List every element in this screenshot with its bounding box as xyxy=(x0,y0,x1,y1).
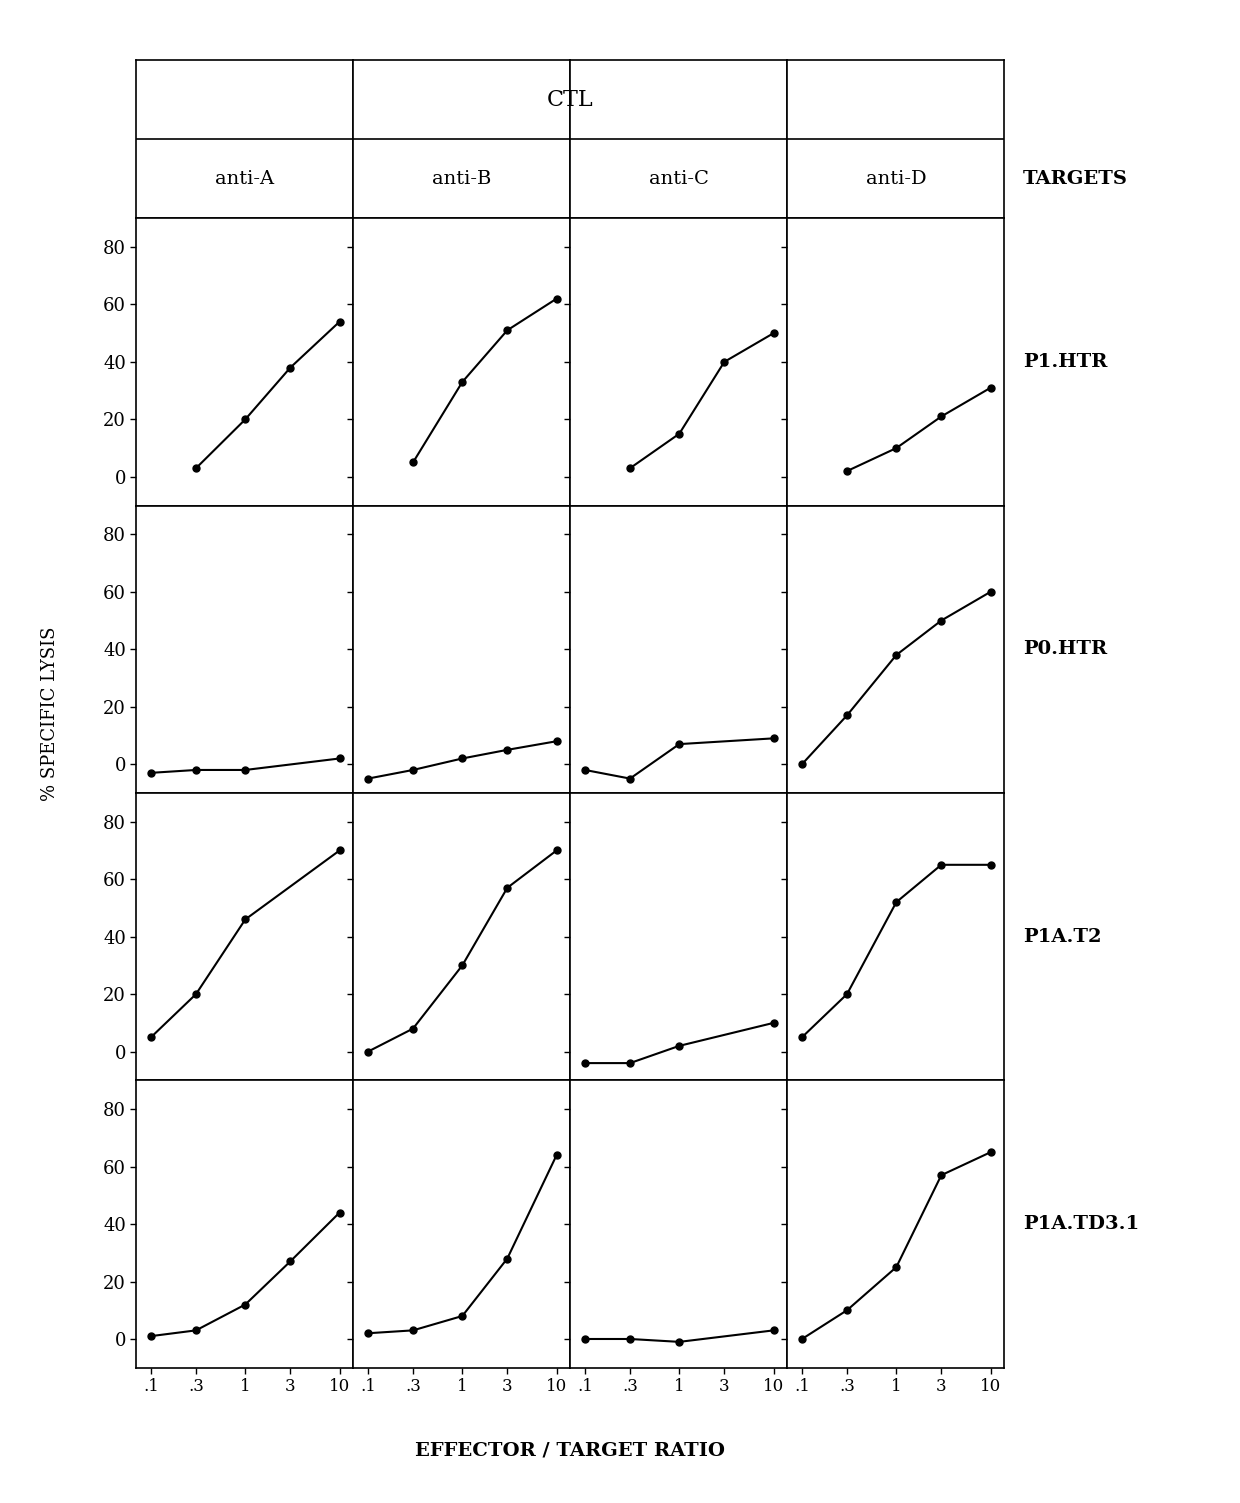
Text: anti-D: anti-D xyxy=(866,170,926,188)
Text: anti-C: anti-C xyxy=(649,170,709,188)
Text: anti-A: anti-A xyxy=(216,170,274,188)
Text: P0.HTR: P0.HTR xyxy=(1023,640,1107,658)
Text: TARGETS: TARGETS xyxy=(1023,170,1128,188)
Text: P1.HTR: P1.HTR xyxy=(1023,353,1107,371)
Text: anti-B: anti-B xyxy=(433,170,491,188)
Text: P1A.TD3.1: P1A.TD3.1 xyxy=(1023,1214,1140,1232)
Text: % SPECIFIC LYSIS: % SPECIFIC LYSIS xyxy=(41,627,58,801)
Text: P1A.T2: P1A.T2 xyxy=(1023,927,1101,945)
Text: EFFECTOR / TARGET RATIO: EFFECTOR / TARGET RATIO xyxy=(415,1441,725,1459)
Text: CTL: CTL xyxy=(547,89,594,111)
